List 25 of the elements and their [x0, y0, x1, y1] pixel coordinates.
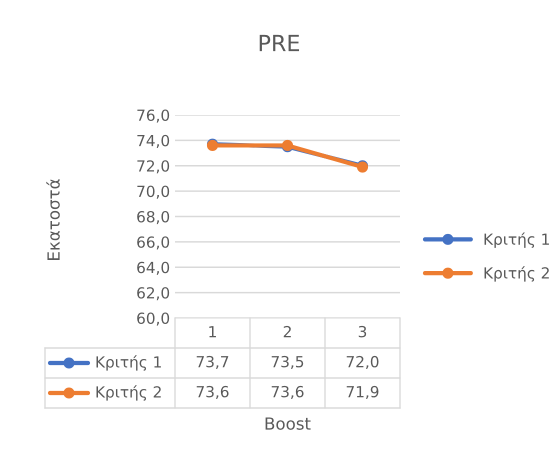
y-tick-label: 66,0	[137, 236, 170, 250]
x-axis-title: Boost	[266, 417, 311, 430]
x-tick-label: 1	[209, 326, 216, 338]
y-axis-title: Εκατοστά	[46, 179, 60, 260]
y-tick-label: 72,0	[137, 160, 170, 174]
y-tick-label: 68,0	[137, 210, 170, 224]
chart-title: PRE	[260, 34, 300, 52]
data-label: 73,7	[196, 356, 228, 369]
data-label: 73,6	[272, 386, 304, 399]
x-tick-label: 2	[284, 326, 291, 338]
legend-label: Κριτής 1	[484, 232, 549, 248]
x-tick-label: 3	[358, 326, 366, 338]
data-label: 73,6	[196, 386, 229, 399]
text: Κριτής 2	[96, 385, 161, 401]
data-label: 71,9	[346, 386, 378, 399]
y-tick-label: 70,0	[137, 186, 170, 199]
y-tick-label: 62,0	[137, 287, 170, 300]
text: Κριτής 1	[96, 355, 161, 371]
legend-label: Κριτής 2	[484, 266, 549, 282]
data-label: 72,0	[346, 356, 378, 369]
y-tick-label: 76,0	[137, 109, 170, 123]
data-label: 73,5	[272, 356, 304, 369]
y-tick-label: 74,0	[137, 134, 170, 148]
y-tick-label: 60,0	[137, 312, 170, 326]
y-tick-label: 64,0	[137, 262, 170, 275]
